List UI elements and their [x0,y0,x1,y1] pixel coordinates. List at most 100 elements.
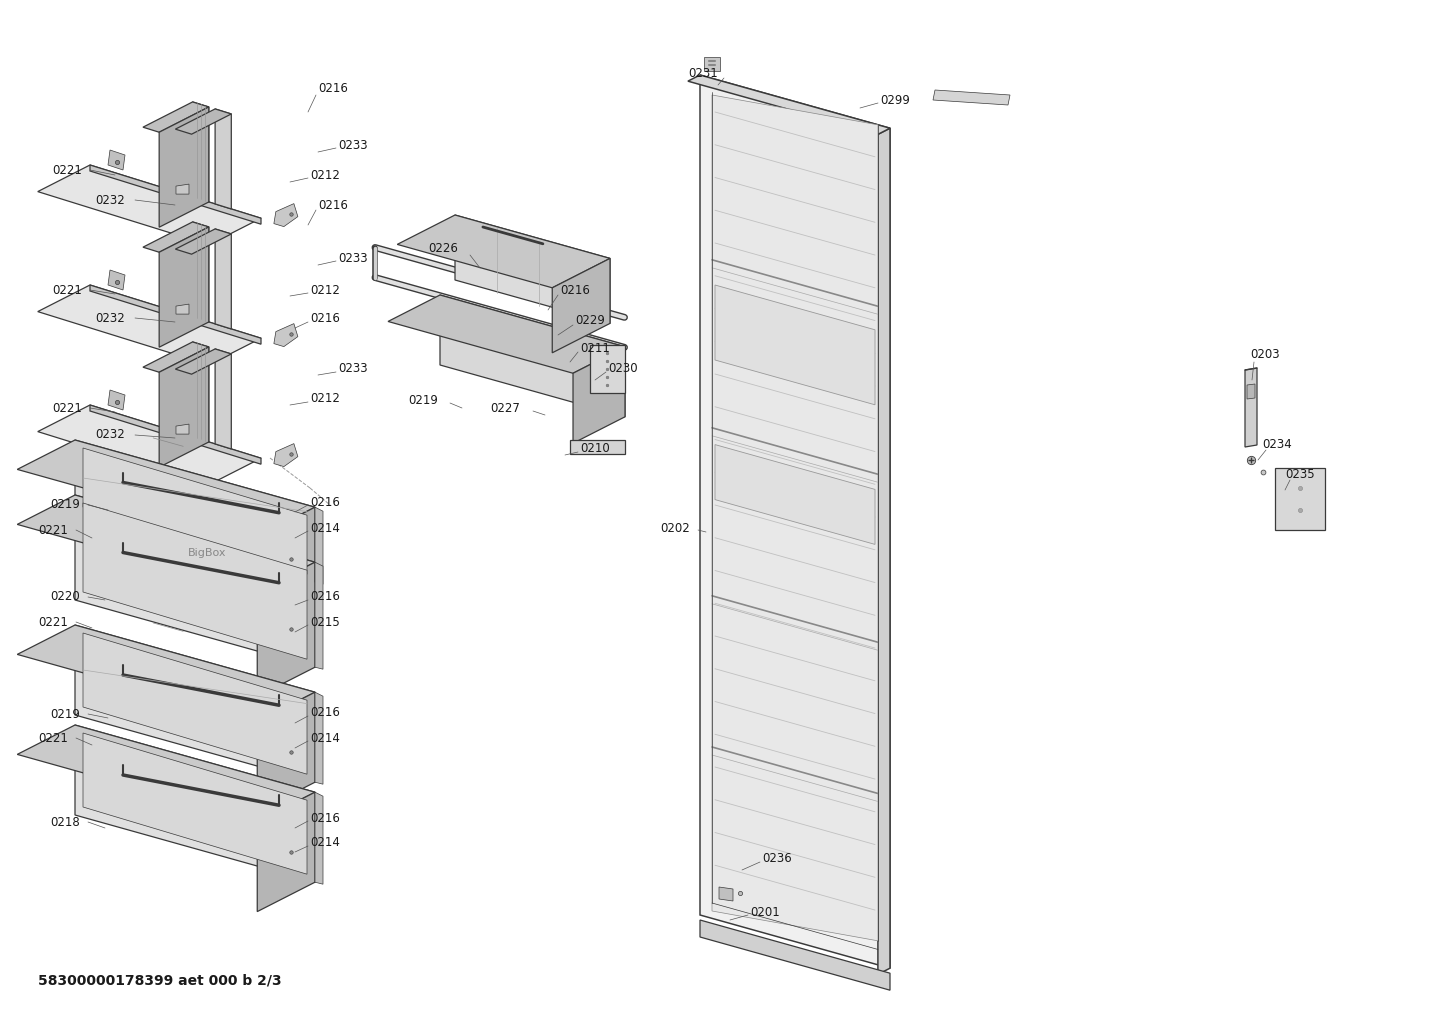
Polygon shape [84,733,307,874]
Polygon shape [143,102,209,132]
Polygon shape [715,444,875,544]
Polygon shape [37,405,261,485]
Text: 0212: 0212 [310,283,340,297]
Polygon shape [89,405,261,465]
Polygon shape [108,270,125,290]
Text: 0221: 0221 [52,401,82,415]
Polygon shape [193,102,209,202]
Polygon shape [176,424,189,434]
Polygon shape [274,204,298,226]
Polygon shape [590,345,624,393]
Text: 0219: 0219 [408,393,438,407]
Text: 0216: 0216 [319,199,348,212]
Text: 0210: 0210 [580,441,610,454]
Polygon shape [704,57,720,71]
Polygon shape [75,625,314,783]
Polygon shape [572,346,624,443]
Polygon shape [878,128,890,974]
Polygon shape [699,75,890,968]
Text: 0233: 0233 [337,362,368,375]
Polygon shape [215,348,231,449]
Polygon shape [17,440,314,537]
Text: 0232: 0232 [95,312,125,324]
Polygon shape [257,692,314,811]
Polygon shape [108,150,125,170]
Polygon shape [720,887,733,901]
Polygon shape [314,507,323,584]
Polygon shape [257,507,314,611]
Text: 0212: 0212 [310,391,340,405]
Polygon shape [89,165,261,224]
Text: 0231: 0231 [688,66,718,79]
Text: 0216: 0216 [559,283,590,297]
Text: 0221: 0221 [37,524,68,536]
Text: 0216: 0216 [310,811,340,824]
Polygon shape [397,215,610,287]
Polygon shape [159,346,209,468]
Text: 0219: 0219 [50,707,79,720]
Polygon shape [84,503,307,659]
Text: 0221: 0221 [52,163,82,176]
Polygon shape [257,792,314,912]
Text: 0214: 0214 [310,732,340,745]
Polygon shape [159,107,209,227]
Polygon shape [143,342,209,372]
Polygon shape [108,390,125,410]
Polygon shape [176,229,231,254]
Polygon shape [176,304,189,314]
Polygon shape [215,109,231,209]
Text: 0202: 0202 [660,522,689,535]
Polygon shape [1244,368,1257,447]
Polygon shape [193,342,209,442]
Text: 0230: 0230 [609,362,637,375]
Polygon shape [715,285,875,405]
Text: 0201: 0201 [750,906,780,918]
Text: 0221: 0221 [37,615,68,629]
Text: 0233: 0233 [337,139,368,152]
Polygon shape [17,495,314,592]
Polygon shape [143,222,209,253]
Polygon shape [1275,468,1325,530]
Text: 0216: 0216 [310,495,340,508]
Polygon shape [933,90,1009,105]
Polygon shape [552,259,610,353]
Text: 0236: 0236 [761,852,792,864]
Polygon shape [314,692,323,785]
Text: 0216: 0216 [310,590,340,603]
Polygon shape [388,294,624,373]
Text: 0216: 0216 [319,82,348,95]
Text: 0221: 0221 [37,732,68,745]
Text: 0299: 0299 [880,94,910,107]
Polygon shape [75,495,314,667]
Polygon shape [440,294,624,417]
Text: 0234: 0234 [1262,438,1292,451]
Polygon shape [75,725,314,882]
Polygon shape [274,443,298,467]
Polygon shape [712,95,878,941]
Polygon shape [17,625,314,721]
Text: 0203: 0203 [1250,348,1279,362]
Text: 0216: 0216 [310,706,340,719]
Text: 0218: 0218 [50,815,79,828]
Polygon shape [314,792,323,884]
Polygon shape [176,184,189,194]
Text: 0227: 0227 [490,401,521,415]
Polygon shape [699,920,890,990]
Polygon shape [176,109,231,135]
Text: 0214: 0214 [310,837,340,850]
Text: 0221: 0221 [52,283,82,297]
Polygon shape [274,324,298,346]
Text: 0219: 0219 [50,498,79,512]
Text: 0232: 0232 [95,194,125,207]
Polygon shape [215,229,231,329]
Polygon shape [456,215,610,323]
Text: 0229: 0229 [575,314,604,326]
Polygon shape [75,440,314,582]
Text: 0211: 0211 [580,341,610,355]
Text: 0232: 0232 [95,429,125,441]
Polygon shape [257,562,314,697]
Polygon shape [176,348,231,374]
Text: 0216: 0216 [310,312,340,324]
Polygon shape [37,165,261,245]
Text: BigBox: BigBox [187,548,226,557]
